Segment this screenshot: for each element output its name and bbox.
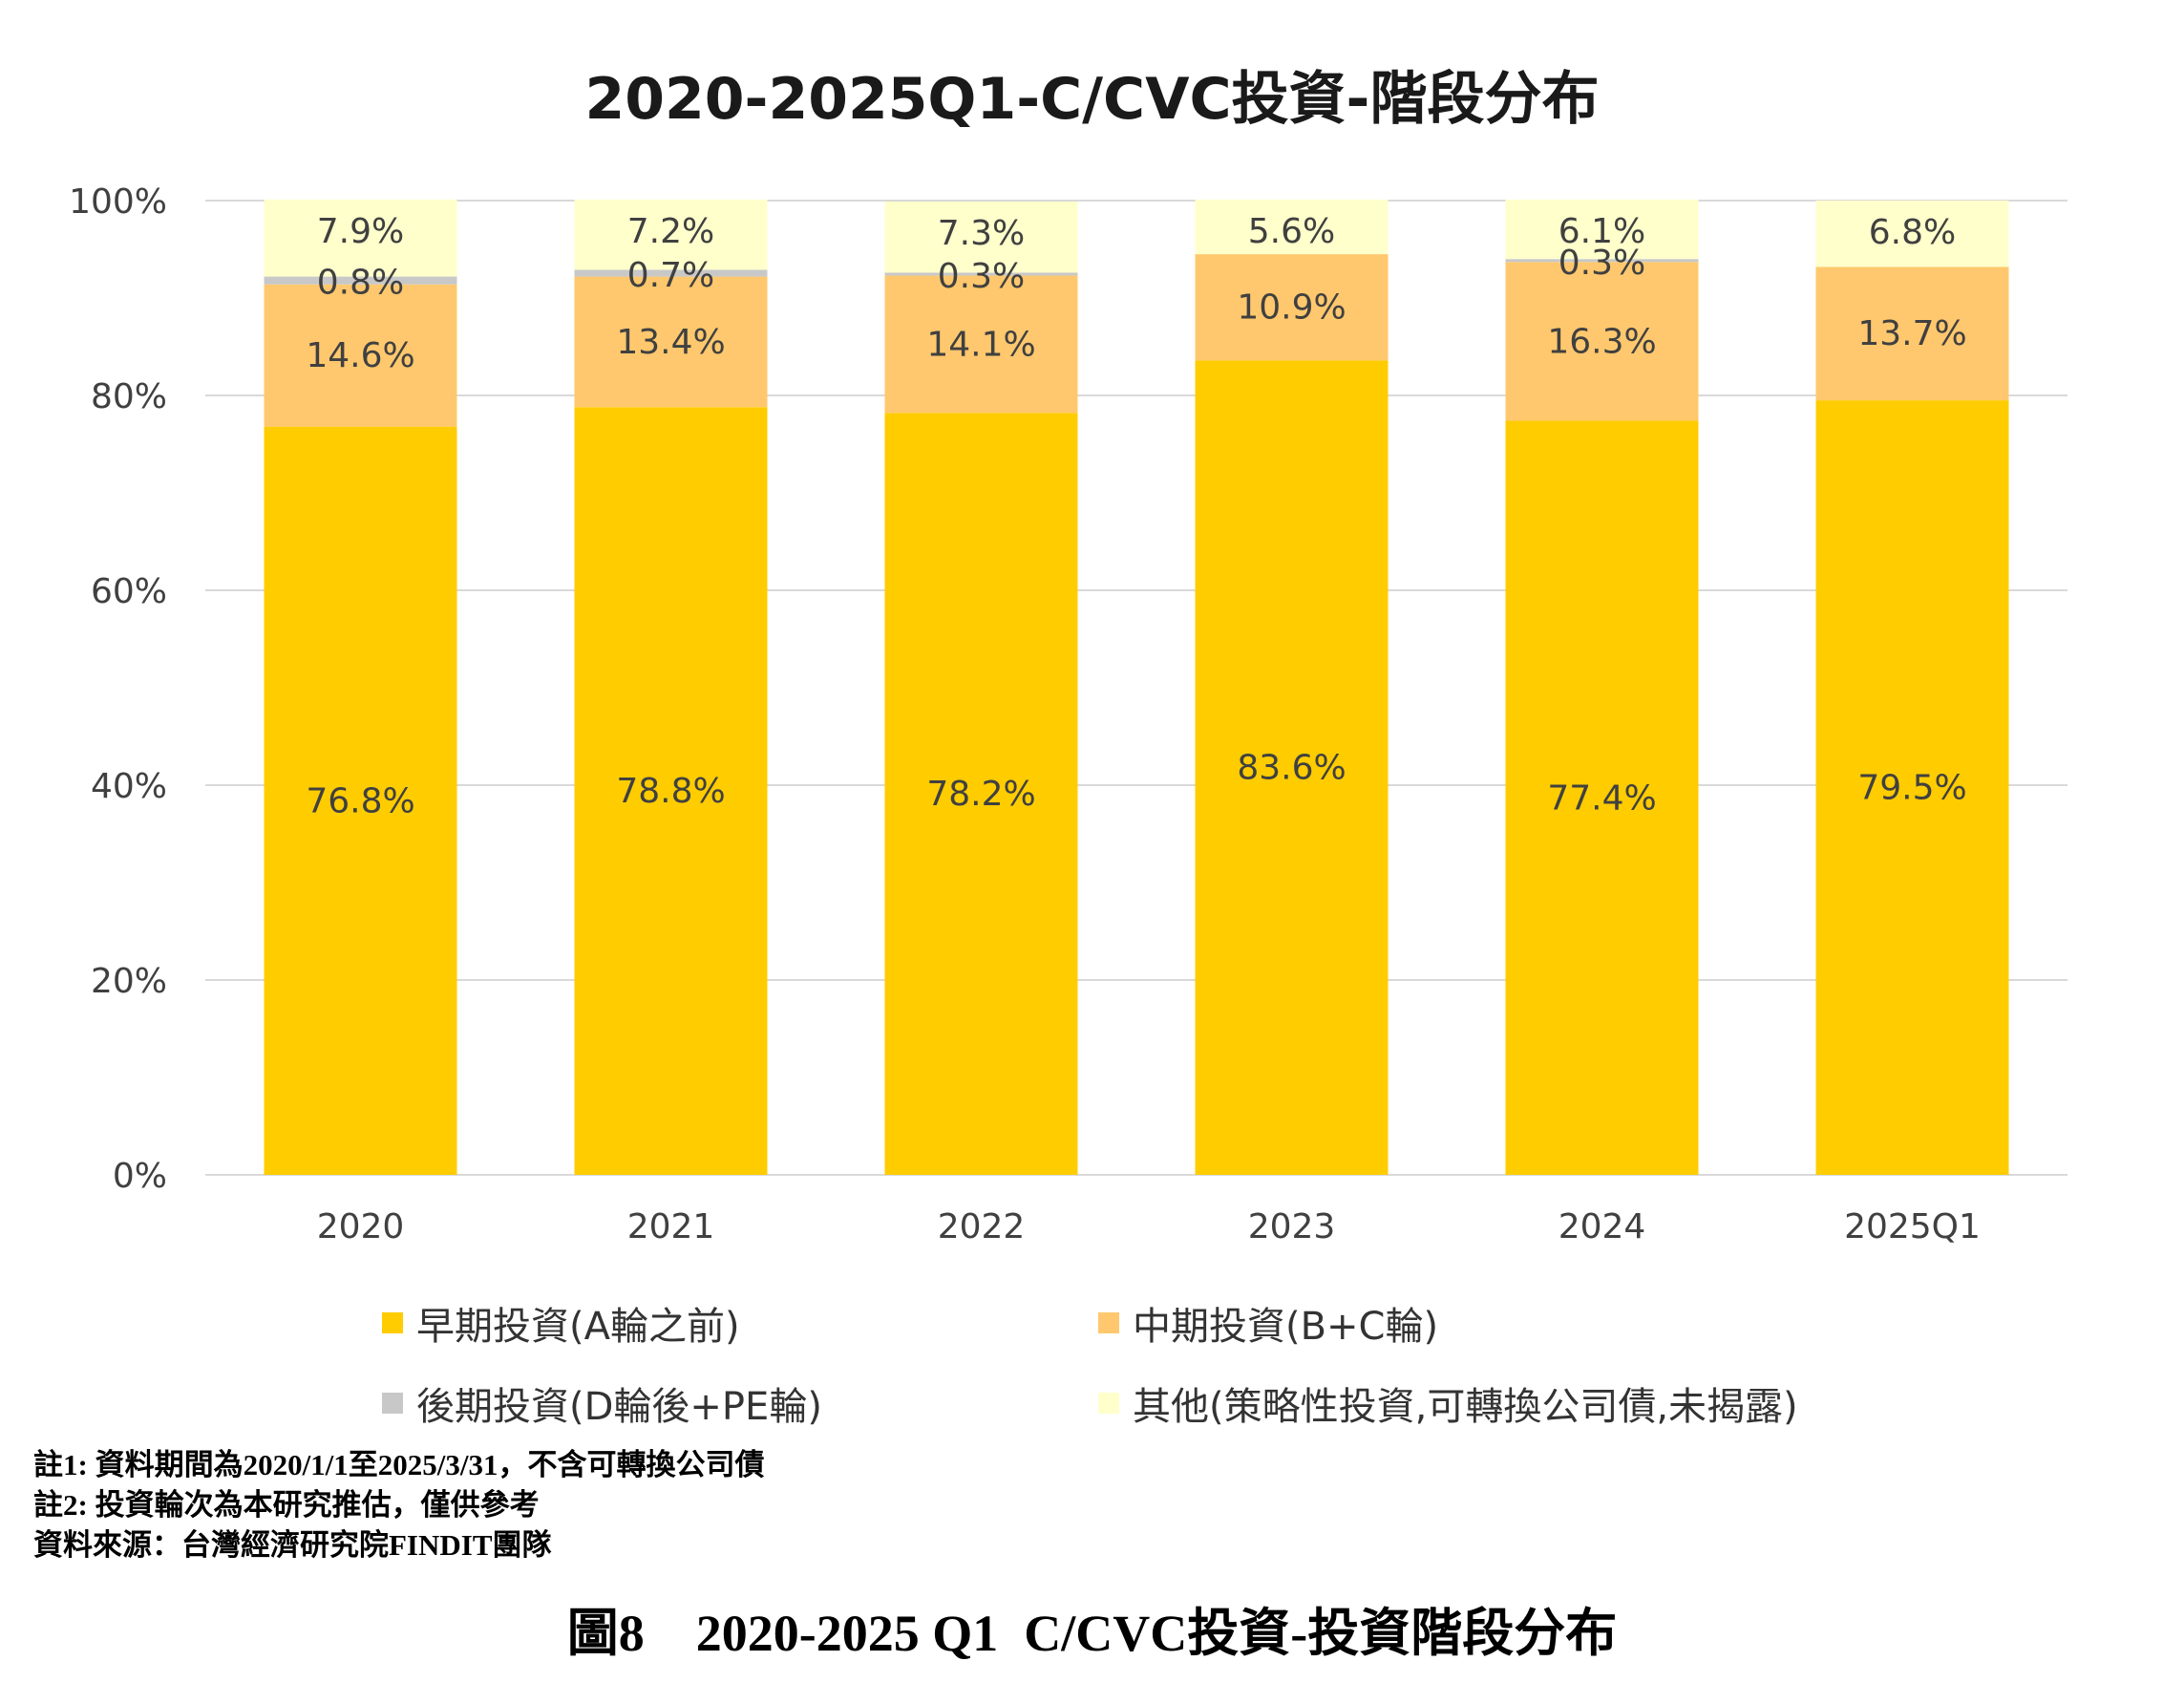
bars (264, 199, 2009, 1176)
y-tick-label: 20% (91, 962, 167, 1001)
bar-segment-other (1505, 199, 1699, 260)
legend-item-early: 早期投資(A輪之前) (382, 1295, 740, 1351)
legend-item-other: 其他(策略性投資,可轉換公司債,未揭露) (1098, 1375, 1798, 1431)
y-tick-label: 80% (91, 377, 167, 416)
bar-segment-early (884, 413, 1078, 1175)
x-tick-label: 2025Q1 (1844, 1207, 1981, 1246)
data-label-late: 0.3% (938, 257, 1025, 296)
legend-item-late: 後期投資(D輪後+PE輪) (382, 1375, 822, 1431)
bar-segment-early (264, 426, 457, 1175)
data-label-other: 7.2% (627, 212, 714, 251)
legend-label-late: 後期投資(D輪後+PE輪) (416, 1385, 822, 1429)
data-label-mid: 16.3% (1547, 322, 1656, 361)
data-source: 資料來源：台灣經濟研究院FINDIT團隊 (33, 1528, 552, 1562)
data-label-mid: 14.1% (926, 325, 1035, 364)
y-tick-label: 60% (91, 572, 167, 611)
bar-segment-early (1195, 360, 1389, 1175)
note-1: 註1: 資料期間為2020/1/1至2025/3/31，不含可轉換公司債 (33, 1448, 765, 1481)
y-tick-label: 0% (113, 1157, 167, 1196)
data-label-late: 0.8% (317, 264, 404, 303)
data-label-other: 6.1% (1558, 212, 1645, 251)
bar-segment-early (1815, 400, 2009, 1176)
bar-segment-other (884, 202, 1078, 273)
data-label-early: 77.4% (1547, 778, 1656, 818)
bar-segment-late (264, 276, 457, 285)
data-label-other: 5.6% (1248, 212, 1335, 251)
bar-segment-other (1195, 199, 1389, 255)
data-label-early: 79.5% (1857, 769, 1966, 808)
bar-segment-mid (574, 276, 768, 408)
bar-segment-early (1505, 420, 1699, 1175)
bar-segment-early (574, 407, 768, 1175)
data-label-early: 78.2% (926, 775, 1035, 814)
data-labels: 76.8% 14.6% 0.8% 7.9% 78.8% 13.4% 0.7% 7.2% 78.2… (306, 212, 1966, 820)
data-label-early: 83.6% (1237, 749, 1346, 788)
data-label-early: 76.8% (306, 781, 414, 820)
data-label-late: 0.7% (627, 256, 714, 295)
y-tick-label: 40% (91, 767, 167, 806)
bar-segment-mid (1195, 254, 1389, 361)
bar-segment-mid (1505, 262, 1699, 421)
data-label-late: 0.3% (1558, 244, 1645, 283)
data-label-mid: 10.9% (1237, 288, 1346, 328)
legend-label-early: 早期投資(A輪之前) (416, 1305, 740, 1349)
data-label-other: 7.3% (938, 214, 1025, 253)
x-tick-label: 2020 (317, 1207, 405, 1246)
bar-segment-late (1505, 259, 1699, 263)
bar-segment-late (574, 269, 768, 277)
note-2: 註2: 投資輪次為本研究推估，僅供參考 (33, 1488, 540, 1522)
chart-title: 2020-2025Q1-C/CVC投資-階段分布 (584, 66, 1600, 133)
legend-swatch-mid (1098, 1312, 1119, 1333)
bar-segment-other (1815, 201, 2009, 267)
data-label-mid: 14.6% (306, 336, 414, 375)
legend-swatch-early (382, 1312, 403, 1333)
bar-segment-late (884, 272, 1078, 276)
legend-swatch-other (1098, 1393, 1119, 1414)
gridlines (205, 200, 2067, 1176)
x-tick-label: 2023 (1248, 1207, 1336, 1246)
data-label-mid: 13.7% (1857, 314, 1966, 353)
bar-segment-mid (884, 275, 1078, 414)
data-label-early: 78.8% (616, 772, 725, 811)
figure-caption: 圖8 2020-2025 Q1 C/CVC投資-投資階段分布 (566, 1605, 1618, 1662)
bar-segment-other (264, 199, 457, 277)
legend-label-other: 其他(策略性投資,可轉換公司債,未揭露) (1133, 1385, 1798, 1429)
y-axis-ticks: 0% 20% 40% 60% 80% 100% (69, 182, 167, 1196)
bar-segment-mid (1815, 266, 2009, 401)
data-label-other: 7.9% (317, 212, 404, 251)
x-tick-label: 2024 (1558, 1207, 1646, 1246)
legend-item-mid: 中期投資(B+C輪) (1098, 1295, 1438, 1351)
x-tick-label: 2021 (627, 1207, 715, 1246)
data-label-other: 6.8% (1869, 213, 1956, 252)
data-label-mid: 13.4% (616, 323, 725, 362)
bar-segment-mid (264, 284, 457, 427)
x-tick-label: 2022 (938, 1207, 1026, 1246)
x-axis-ticks: 2020 2021 2022 2023 2024 2025Q1 (317, 1207, 1981, 1246)
bar-segment-other (574, 199, 768, 270)
y-tick-label: 100% (69, 182, 167, 222)
legend-label-mid: 中期投資(B+C輪) (1133, 1305, 1439, 1349)
legend-swatch-late (382, 1393, 403, 1414)
